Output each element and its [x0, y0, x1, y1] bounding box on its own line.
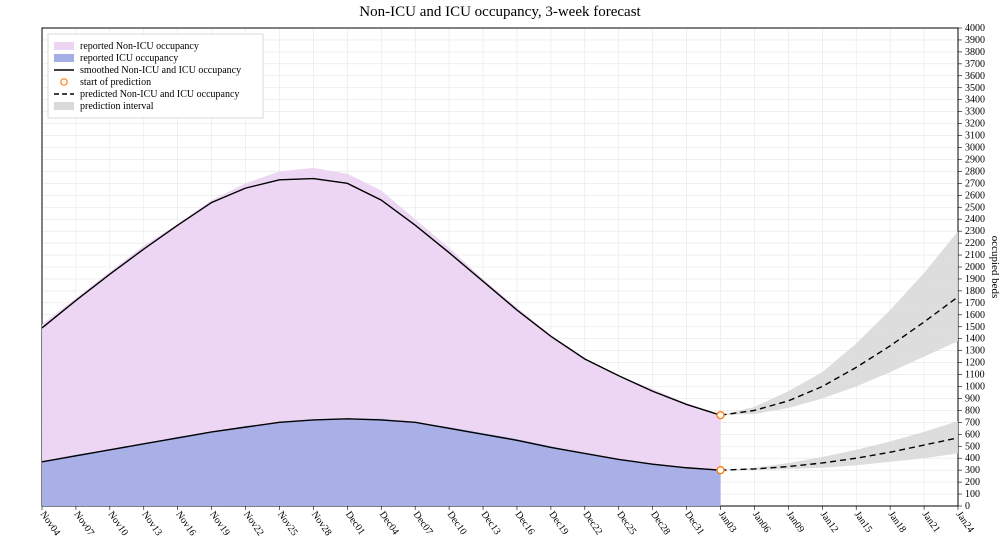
svg-text:3400: 3400 [965, 95, 985, 106]
svg-text:Nov25: Nov25 [275, 509, 300, 538]
svg-text:600: 600 [965, 429, 980, 440]
svg-text:3800: 3800 [965, 47, 985, 58]
svg-text:3500: 3500 [965, 83, 985, 94]
y-ticks: 0100200300400500600700800900100011001200… [958, 23, 985, 512]
start-prediction-marker [717, 412, 724, 419]
svg-text:2400: 2400 [965, 214, 985, 225]
svg-text:1100: 1100 [965, 370, 985, 381]
svg-text:2700: 2700 [965, 178, 985, 189]
svg-text:2600: 2600 [965, 190, 985, 201]
y-axis-label: occupied beds [989, 236, 1000, 299]
chart-container: Non-ICU and ICU occupancy, 3-week foreca… [0, 0, 1000, 556]
svg-text:800: 800 [965, 405, 980, 416]
svg-text:2200: 2200 [965, 238, 985, 249]
svg-text:1700: 1700 [965, 298, 985, 309]
svg-text:1000: 1000 [965, 382, 985, 393]
svg-text:Jan24: Jan24 [954, 509, 976, 534]
svg-text:2000: 2000 [965, 262, 985, 273]
svg-text:Dec13: Dec13 [479, 509, 503, 537]
legend-swatch [54, 54, 74, 62]
svg-text:Nov04: Nov04 [38, 509, 63, 538]
svg-text:3300: 3300 [965, 107, 985, 118]
start-prediction-marker [717, 467, 724, 474]
svg-text:2800: 2800 [965, 166, 985, 177]
svg-text:1500: 1500 [965, 322, 985, 333]
svg-text:Nov16: Nov16 [173, 509, 198, 538]
legend-label: prediction interval [80, 101, 154, 112]
legend-label: reported ICU occupancy [80, 53, 178, 64]
svg-text:Jan06: Jan06 [750, 509, 772, 534]
svg-text:100: 100 [965, 489, 980, 500]
svg-text:Nov13: Nov13 [139, 509, 164, 538]
svg-text:Dec04: Dec04 [377, 509, 401, 537]
svg-text:2500: 2500 [965, 202, 985, 213]
svg-text:Nov10: Nov10 [105, 509, 130, 538]
svg-text:Dec16: Dec16 [513, 509, 537, 537]
svg-text:Jan03: Jan03 [716, 509, 738, 534]
svg-text:1300: 1300 [965, 346, 985, 357]
svg-text:3100: 3100 [965, 131, 985, 142]
legend-marker [61, 79, 67, 85]
legend-swatch [54, 42, 74, 50]
svg-text:Jan18: Jan18 [886, 509, 908, 534]
svg-text:Dec25: Dec25 [614, 509, 638, 537]
svg-text:1200: 1200 [965, 358, 985, 369]
svg-text:3200: 3200 [965, 119, 985, 130]
svg-text:Dec19: Dec19 [546, 509, 570, 537]
svg-text:Nov19: Nov19 [207, 509, 232, 538]
svg-text:400: 400 [965, 453, 980, 464]
svg-text:2300: 2300 [965, 226, 985, 237]
svg-text:Dec10: Dec10 [445, 509, 469, 537]
x-ticks: Nov04 Nov07 Nov10 Nov13 Nov16 Nov19 Nov22 Nov25… [38, 506, 976, 538]
svg-text:3700: 3700 [965, 59, 985, 70]
legend: reported Non-ICU occupancyreported ICU o… [48, 34, 263, 118]
svg-text:0: 0 [965, 501, 970, 512]
svg-text:Dec28: Dec28 [648, 509, 672, 537]
svg-text:Jan12: Jan12 [818, 509, 840, 534]
svg-text:Dec31: Dec31 [682, 509, 706, 537]
svg-text:500: 500 [965, 441, 980, 452]
svg-text:700: 700 [965, 417, 980, 428]
svg-text:Jan15: Jan15 [852, 509, 874, 534]
svg-text:3000: 3000 [965, 143, 985, 154]
legend-label: start of prediction [80, 77, 151, 88]
svg-text:Dec22: Dec22 [580, 509, 604, 537]
svg-text:300: 300 [965, 465, 980, 476]
legend-label: smoothed Non-ICU and ICU occupancy [80, 65, 241, 76]
svg-text:900: 900 [965, 393, 980, 404]
legend-label: reported Non-ICU occupancy [80, 41, 199, 52]
svg-text:3900: 3900 [965, 35, 985, 46]
svg-text:1900: 1900 [965, 274, 985, 285]
svg-text:Dec07: Dec07 [411, 509, 435, 537]
svg-text:4000: 4000 [965, 23, 985, 34]
svg-text:2100: 2100 [965, 250, 985, 261]
svg-text:Jan21: Jan21 [920, 509, 942, 534]
svg-text:200: 200 [965, 477, 980, 488]
svg-text:Nov07: Nov07 [71, 509, 96, 538]
legend-label: predicted Non-ICU and ICU occupancy [80, 89, 239, 100]
svg-text:Nov22: Nov22 [241, 509, 266, 538]
svg-text:1400: 1400 [965, 334, 985, 345]
svg-text:1600: 1600 [965, 310, 985, 321]
svg-text:Nov28: Nov28 [309, 509, 334, 538]
svg-text:1800: 1800 [965, 286, 985, 297]
chart-plot: 0100200300400500600700800900100011001200… [0, 0, 1000, 556]
legend-swatch [54, 102, 74, 110]
svg-text:3600: 3600 [965, 71, 985, 82]
svg-text:Dec01: Dec01 [343, 509, 367, 537]
svg-text:Jan09: Jan09 [784, 509, 806, 534]
svg-text:2900: 2900 [965, 154, 985, 165]
